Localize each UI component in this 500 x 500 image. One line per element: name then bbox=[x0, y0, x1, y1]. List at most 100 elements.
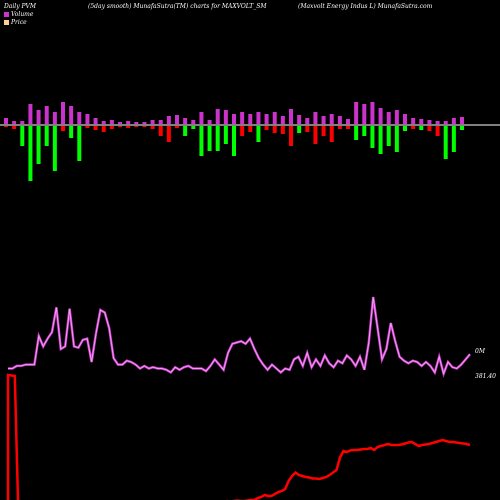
pvm-bar-up bbox=[297, 115, 302, 124]
legend-item-price: Price bbox=[4, 19, 27, 26]
chart-title-right: (Maxvolt Energy Indus L) MunafaSutra.com bbox=[298, 3, 433, 10]
pvm-bar-down bbox=[44, 126, 49, 146]
pvm-bar-down bbox=[36, 126, 41, 164]
pvm-bar-up bbox=[378, 108, 383, 124]
pvm-bar-down bbox=[337, 126, 342, 129]
pvm-bar-down bbox=[370, 126, 375, 148]
pvm-bar-down bbox=[52, 126, 57, 171]
pvm-bar-down bbox=[460, 126, 464, 130]
pvm-bar-up bbox=[346, 119, 350, 124]
pvm-bar-down bbox=[289, 126, 293, 146]
pvm-bar-down bbox=[264, 126, 269, 130]
pvm-bar-up bbox=[370, 102, 375, 124]
pvm-bar-down bbox=[427, 126, 432, 131]
pvm-bar-up bbox=[223, 110, 228, 124]
pvm-bar-up bbox=[52, 112, 57, 124]
pvm-bar-down bbox=[272, 126, 277, 133]
pvm-bar-up bbox=[36, 110, 41, 124]
pvm-bar-down bbox=[61, 126, 65, 131]
pvm-bar-down bbox=[256, 126, 261, 142]
pvm-bar-up bbox=[411, 118, 416, 124]
pvm-bar-down bbox=[77, 126, 82, 161]
pvm-bar-up bbox=[248, 114, 253, 124]
pvm-bar-up bbox=[109, 120, 114, 124]
pvm-bar-up bbox=[403, 114, 407, 124]
pvm-bar-down bbox=[12, 126, 17, 129]
pvm-bar-down bbox=[20, 126, 25, 146]
pvm-bar-up bbox=[443, 121, 448, 124]
pvm-bar-up bbox=[85, 114, 90, 124]
legend-item-volume: Volume bbox=[4, 11, 33, 18]
pvm-bar-down bbox=[411, 126, 416, 129]
pvm-bar-down bbox=[313, 126, 318, 144]
pvm-bar-up bbox=[126, 121, 131, 124]
pvm-bar-down bbox=[191, 126, 196, 129]
pvm-bar-up bbox=[280, 116, 285, 124]
pvm-bar-down bbox=[435, 126, 440, 136]
pvm-bar-up bbox=[69, 106, 74, 124]
pvm-bar-up bbox=[419, 119, 424, 124]
pvm-bar-up bbox=[256, 112, 261, 124]
price-line bbox=[6, 373, 471, 500]
pvm-bar-up bbox=[329, 114, 334, 124]
pvm-bar-down bbox=[4, 126, 8, 127]
pvm-bar-down bbox=[166, 126, 171, 142]
pvm-bar-up bbox=[289, 109, 293, 124]
pvm-bar-up bbox=[134, 122, 139, 124]
pvm-bar-down bbox=[386, 126, 391, 146]
pvm-bar-up bbox=[215, 109, 220, 124]
chart-title-left: Daily PVM bbox=[4, 3, 37, 10]
pvm-bar-down bbox=[118, 126, 122, 127]
pvm-bar-up bbox=[101, 121, 106, 124]
pvm-bar-up bbox=[44, 106, 49, 124]
pvm-bar-up bbox=[4, 118, 8, 124]
pvm-bar-up bbox=[61, 102, 65, 124]
pvm-bar-down bbox=[346, 126, 350, 129]
legend-swatch-volume bbox=[4, 12, 9, 17]
pvm-bar-up bbox=[175, 115, 179, 124]
pvm-bar-down bbox=[280, 126, 285, 134]
pvm-bar-down bbox=[378, 126, 383, 154]
pvm-bar-down bbox=[69, 126, 74, 138]
pvm-bar-up bbox=[240, 112, 245, 124]
pvm-bar-up bbox=[142, 122, 147, 124]
price-value-label: 381.40 bbox=[475, 373, 496, 380]
pvm-bar-down bbox=[305, 126, 310, 132]
pvm-bar-down bbox=[248, 126, 253, 132]
pvm-bar-up bbox=[20, 121, 25, 124]
pvm-bar-down bbox=[199, 126, 204, 156]
pvm-bars bbox=[4, 102, 464, 181]
pvm-bar-up bbox=[232, 114, 236, 124]
pvm-bar-down bbox=[175, 126, 179, 128]
pvm-bar-up bbox=[158, 120, 163, 124]
pvm-bar-down bbox=[223, 126, 228, 144]
pvm-bar-up bbox=[28, 104, 33, 124]
pvm-bar-up bbox=[362, 104, 367, 124]
pvm-bar-up bbox=[118, 122, 122, 124]
pvm-bar-down bbox=[109, 126, 114, 129]
pvm-bar-up bbox=[435, 121, 440, 124]
volume-value-label: 0M bbox=[475, 348, 486, 355]
pvm-bar-up bbox=[321, 116, 326, 124]
pvm-bar-down bbox=[93, 126, 98, 130]
pvm-bar-up bbox=[460, 117, 464, 124]
pvm-bar-down bbox=[215, 126, 220, 151]
pvm-bar-up bbox=[93, 118, 98, 124]
pvm-bar-up bbox=[427, 120, 432, 124]
pvm-bar-down bbox=[297, 126, 302, 133]
pvm-bar-down bbox=[85, 126, 90, 128]
pvm-bar-down bbox=[28, 126, 33, 181]
pvm-bar-down bbox=[240, 126, 245, 136]
pvm-bar-up bbox=[451, 118, 456, 124]
pvm-bar-down bbox=[232, 126, 236, 156]
pvm-bar-down bbox=[419, 126, 424, 130]
pvm-bar-down bbox=[183, 126, 188, 136]
pvm-bar-down bbox=[443, 126, 448, 159]
pvm-bar-up bbox=[191, 120, 196, 124]
pvm-bar-down bbox=[158, 126, 163, 136]
pvm-bar-down bbox=[354, 126, 359, 140]
pvm-bar-down bbox=[126, 126, 131, 128]
pvm-bar-down bbox=[150, 126, 155, 129]
pvm-bar-down bbox=[329, 126, 334, 142]
